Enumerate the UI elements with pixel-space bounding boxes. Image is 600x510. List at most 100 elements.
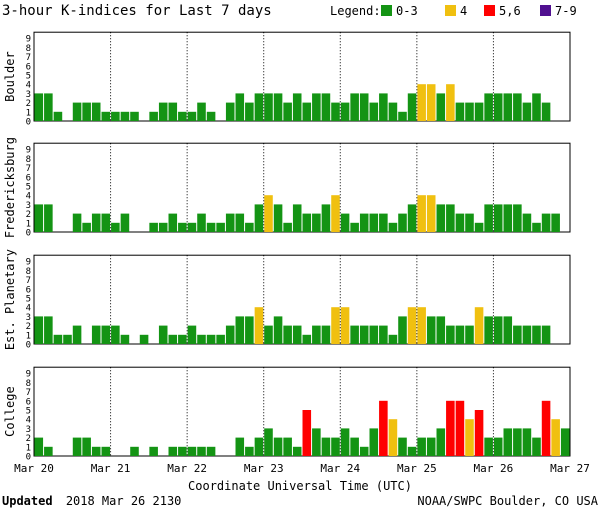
kindex-bar [72, 325, 82, 344]
kindex-bar [101, 111, 111, 121]
kindex-bar [283, 325, 292, 344]
x-tick-label: Mar 24 [320, 462, 360, 475]
legend-label: Legend: [330, 4, 381, 18]
kindex-bar [149, 446, 158, 456]
y-tick-label: 5 [26, 183, 31, 193]
chart-title: 3-hour K-indices for Last 7 days [2, 3, 272, 19]
kindex-bar [446, 325, 455, 344]
kindex-bar [264, 195, 273, 232]
kindex-bar [283, 102, 292, 121]
x-tick-label: Mar 22 [167, 462, 207, 475]
kindex-bar [91, 213, 101, 232]
kindex-bar [503, 93, 513, 121]
kindex-bar [493, 93, 503, 121]
y-tick-label: 0 [26, 229, 31, 239]
x-tick-label: Mar 27 [550, 462, 590, 475]
kindex-bar [302, 334, 312, 344]
kindex-bar [158, 102, 168, 121]
kindex-bar [178, 334, 187, 344]
updated-value: 2018 Mar 26 2130 [66, 494, 182, 508]
kindex-bar [484, 316, 493, 344]
y-tick-label: 3 [26, 425, 31, 435]
kindex-bar [120, 111, 130, 121]
kindex-bar [407, 93, 417, 121]
kindex-bar [254, 204, 264, 232]
kindex-bar [44, 204, 53, 232]
legend-swatch-1 [445, 5, 456, 16]
kindex-bar [321, 204, 331, 232]
kindex-bar [312, 213, 321, 232]
kindex-bar [206, 222, 216, 232]
y-tick-label: 3 [26, 90, 31, 100]
y-tick-label: 5 [26, 295, 31, 305]
kindex-bar [541, 400, 551, 456]
updated-label: Updated [2, 494, 53, 508]
x-tick-label: Mar 23 [244, 462, 284, 475]
kindex-bar [321, 93, 331, 121]
kindex-bar [72, 102, 82, 121]
kindex-bar [302, 410, 312, 456]
kindex-bar [130, 111, 139, 121]
kindex-bar [493, 316, 503, 344]
kindex-bar [350, 222, 359, 232]
kindex-bar [321, 437, 331, 456]
legend-swatch-0 [381, 5, 392, 16]
kindex-bar [168, 213, 178, 232]
kindex-bar [254, 307, 264, 344]
legend-item-label: 0-3 [396, 4, 418, 18]
kindex-bar [426, 316, 436, 344]
y-tick-label: 3 [26, 313, 31, 323]
y-tick-label: 1 [26, 331, 31, 341]
y-tick-label: 8 [26, 267, 31, 277]
y-tick-label: 7 [26, 388, 31, 398]
y-tick-label: 7 [26, 276, 31, 286]
kindex-bar [484, 437, 493, 456]
kindex-bar [532, 437, 541, 456]
kindex-bar [197, 213, 206, 232]
kindex-bar [455, 400, 465, 456]
kindex-bar [72, 437, 82, 456]
kindex-bar [359, 213, 369, 232]
kindex-bar [513, 204, 522, 232]
kindex-bar [484, 204, 493, 232]
kindex-bar [522, 325, 532, 344]
kindex-bar [369, 428, 379, 456]
kindex-bar [503, 204, 513, 232]
kindex-bar [283, 222, 292, 232]
kindex-bar [340, 102, 350, 121]
y-tick-label: 4 [26, 81, 31, 91]
kindex-bar [474, 410, 484, 456]
kindex-bar [53, 111, 63, 121]
kindex-bar [446, 84, 455, 121]
kindex-bar [359, 325, 369, 344]
kindex-bar [245, 102, 254, 121]
y-tick-label: 1 [26, 443, 31, 453]
kindex-bar [388, 222, 398, 232]
kindex-bar [225, 102, 235, 121]
kindex-bar [417, 195, 426, 232]
kindex-bar [235, 437, 245, 456]
kindex-bar [264, 93, 273, 121]
kindex-bar [503, 428, 513, 456]
kindex-bar [436, 204, 446, 232]
kindex-bar [53, 334, 63, 344]
kindex-bar [34, 204, 44, 232]
kindex-bar [254, 93, 264, 121]
x-tick-label: Mar 26 [474, 462, 514, 475]
kindex-bar [91, 102, 101, 121]
kindex-bar [359, 93, 369, 121]
kindex-bar [187, 222, 197, 232]
kindex-bar [206, 334, 216, 344]
kindex-bar [111, 111, 120, 121]
kindex-bar [446, 204, 455, 232]
kindex-bar [292, 325, 302, 344]
kindex-bar [225, 213, 235, 232]
panel-label: Est. Planetary [3, 249, 17, 350]
y-tick-label: 6 [26, 397, 31, 407]
kindex-bar [111, 222, 120, 232]
kindex-bar [197, 334, 206, 344]
kindex-bar [455, 102, 465, 121]
kindex-bar [206, 111, 216, 121]
kindex-bar [168, 102, 178, 121]
